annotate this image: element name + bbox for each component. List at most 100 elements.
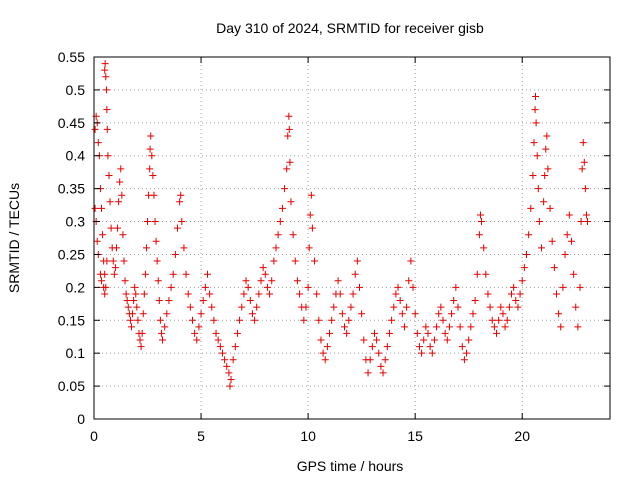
data-point	[420, 336, 428, 344]
data-point	[97, 277, 105, 285]
data-point	[501, 323, 509, 331]
data-point	[199, 297, 207, 305]
data-point	[270, 257, 278, 265]
y-tick-label: 0	[77, 411, 85, 427]
data-point	[443, 336, 451, 344]
data-point	[345, 316, 353, 324]
data-point	[448, 310, 456, 318]
data-point	[486, 303, 494, 311]
data-point	[473, 270, 481, 278]
data-point	[405, 277, 413, 285]
chart-title: Day 310 of 2024, SRMTID for receiver gis…	[216, 20, 484, 36]
data-point	[336, 290, 344, 298]
data-point	[246, 297, 254, 305]
x-axis-label: GPS time / hours	[297, 458, 404, 474]
data-point	[300, 316, 308, 324]
data-point	[111, 264, 119, 272]
data-point	[132, 290, 140, 298]
data-point	[584, 218, 592, 226]
data-point	[385, 329, 393, 337]
data-point	[557, 323, 565, 331]
data-point	[110, 270, 118, 278]
y-tick-label: 0.3	[66, 214, 86, 230]
y-tick-label: 0.2	[66, 279, 86, 295]
data-point	[458, 343, 466, 351]
data-point	[475, 231, 483, 239]
data-point	[253, 303, 261, 311]
data-point	[137, 343, 145, 351]
data-point	[136, 336, 144, 344]
data-point	[572, 303, 580, 311]
data-point	[278, 204, 286, 212]
data-point	[544, 165, 552, 173]
data-point	[240, 290, 248, 298]
data-point	[319, 349, 327, 357]
data-point	[144, 218, 152, 226]
data-point	[533, 152, 541, 160]
x-tick-label: 0	[90, 428, 98, 444]
data-point	[134, 316, 142, 324]
data-point	[129, 310, 137, 318]
data-point	[103, 106, 111, 114]
data-point	[120, 257, 128, 265]
data-point	[138, 329, 146, 337]
data-point	[565, 211, 573, 219]
data-point	[392, 290, 400, 298]
data-point	[140, 290, 148, 298]
data-point	[169, 270, 177, 278]
data-point	[311, 257, 319, 265]
data-point	[101, 60, 109, 68]
data-point	[285, 112, 293, 120]
data-point	[394, 283, 402, 291]
data-point	[154, 277, 162, 285]
data-point	[177, 191, 185, 199]
data-point	[317, 336, 325, 344]
data-point	[106, 198, 114, 206]
data-point	[302, 303, 310, 311]
data-point	[370, 329, 378, 337]
data-point	[147, 132, 155, 140]
data-point	[180, 244, 188, 252]
data-point	[281, 185, 289, 193]
data-point	[497, 303, 505, 311]
data-point	[413, 329, 421, 337]
data-point	[338, 310, 346, 318]
data-point	[101, 66, 109, 74]
data-point	[355, 283, 363, 291]
data-point	[548, 237, 556, 245]
data-point	[307, 191, 315, 199]
data-point	[112, 244, 120, 252]
data-point	[579, 139, 587, 147]
data-point	[123, 297, 131, 305]
data-point	[452, 283, 460, 291]
data-point	[102, 283, 110, 291]
data-point	[578, 165, 586, 173]
data-point	[518, 277, 526, 285]
data-point	[353, 257, 361, 265]
data-point	[107, 224, 115, 232]
data-point	[503, 316, 511, 324]
data-point	[161, 323, 169, 331]
data-point	[364, 369, 372, 377]
data-point	[210, 316, 218, 324]
data-point	[441, 329, 449, 337]
data-point	[163, 310, 171, 318]
data-point	[221, 356, 229, 364]
data-point	[231, 343, 239, 351]
data-point	[214, 336, 222, 344]
data-point	[398, 310, 406, 318]
data-point	[460, 356, 468, 364]
data-point	[127, 323, 135, 331]
data-point	[153, 257, 161, 265]
data-point	[118, 191, 126, 199]
data-point	[121, 277, 129, 285]
data-point	[577, 218, 585, 226]
data-point	[149, 171, 157, 179]
data-point	[263, 283, 271, 291]
data-point	[463, 349, 471, 357]
data-point	[347, 303, 355, 311]
data-point	[152, 237, 160, 245]
data-point	[99, 231, 107, 239]
data-point	[373, 336, 381, 344]
